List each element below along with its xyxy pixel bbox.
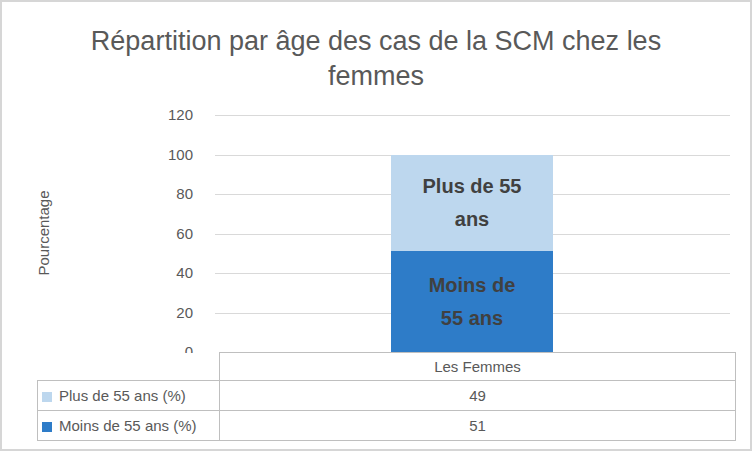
stacked-bar-les-femmes: Plus de 55ansMoins de55 ans <box>391 115 553 352</box>
legend-cell-plus-de-55-ans: Plus de 55 ans (%) <box>38 381 220 411</box>
y-tick-label-80: 80 <box>149 186 193 202</box>
legend-key-swatch <box>42 422 52 432</box>
legend-label: Moins de 55 ans (%) <box>59 417 197 434</box>
data-table-corner-cell <box>38 353 220 381</box>
value-cell-plus-de-55-ans: 49 <box>220 381 736 411</box>
data-table-row: Moins de 55 ans (%) 51 <box>38 411 736 441</box>
bar-segment-plus-de-55-ans: Plus de 55ans <box>391 155 553 252</box>
data-table-header-row: Les Femmes <box>38 353 736 381</box>
plot-area: Plus de 55ansMoins de55 ans <box>215 115 730 352</box>
data-table-row: Plus de 55 ans (%) 49 <box>38 381 736 411</box>
y-tick-label-100: 100 <box>149 147 193 163</box>
data-table: Les FemmesPlus de 55 ans (%)49Moins de 5… <box>37 352 736 441</box>
y-tick-label-20: 20 <box>149 305 193 321</box>
chart-title-line-2: femmes <box>2 59 750 94</box>
legend-key-swatch <box>42 392 52 402</box>
chart-title: Répartition par âge des cas de la SCM ch… <box>2 24 750 94</box>
bar-segment-label-line: ans <box>455 203 489 236</box>
chart-canvas: Répartition par âge des cas de la SCM ch… <box>0 0 752 451</box>
y-tick-label-40: 40 <box>149 265 193 281</box>
y-axis-title: Pourcentage <box>34 158 54 308</box>
legend-label: Plus de 55 ans (%) <box>59 387 186 404</box>
bar-segment-label-line: 55 ans <box>441 302 503 335</box>
bar-segment-label-line: Plus de 55 <box>423 170 522 203</box>
data-table-category-header: Les Femmes <box>220 353 736 381</box>
chart-title-line-1: Répartition par âge des cas de la SCM ch… <box>2 24 750 59</box>
bar-segment-moins-de-55-ans: Moins de55 ans <box>391 251 553 352</box>
y-tick-label-120: 120 <box>149 107 193 123</box>
bar-segment-label-line: Moins de <box>429 269 516 302</box>
legend-cell-moins-de-55-ans: Moins de 55 ans (%) <box>38 411 220 441</box>
value-cell-moins-de-55-ans: 51 <box>220 411 736 441</box>
y-tick-label-60: 60 <box>149 226 193 242</box>
